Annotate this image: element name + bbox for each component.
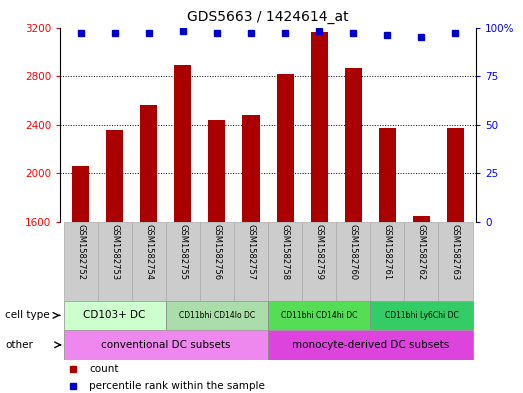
Text: GSM1582753: GSM1582753 <box>110 224 119 281</box>
Bar <box>166 222 200 301</box>
Bar <box>106 130 123 222</box>
Bar <box>200 222 234 301</box>
Bar <box>72 166 89 222</box>
Bar <box>174 65 191 222</box>
Text: CD103+ DC: CD103+ DC <box>84 310 146 320</box>
Text: GSM1582759: GSM1582759 <box>315 224 324 280</box>
Bar <box>447 129 464 222</box>
Text: conventional DC subsets: conventional DC subsets <box>101 340 231 350</box>
Text: CD11bhi CD14lo DC: CD11bhi CD14lo DC <box>179 311 255 320</box>
Bar <box>370 222 404 301</box>
Text: CD11bhi Ly6Chi DC: CD11bhi Ly6Chi DC <box>384 311 458 320</box>
Bar <box>268 222 302 301</box>
Bar <box>243 115 259 222</box>
Bar <box>208 120 225 222</box>
Text: monocyte-derived DC subsets: monocyte-derived DC subsets <box>292 340 449 350</box>
Text: GSM1582752: GSM1582752 <box>76 224 85 280</box>
Bar <box>302 222 336 301</box>
Title: GDS5663 / 1424614_at: GDS5663 / 1424614_at <box>187 10 349 24</box>
Bar <box>132 222 166 301</box>
Bar <box>370 301 472 330</box>
Text: GSM1582761: GSM1582761 <box>383 224 392 281</box>
Bar <box>268 330 472 360</box>
Bar <box>140 105 157 222</box>
Text: GSM1582754: GSM1582754 <box>144 224 153 280</box>
Text: GSM1582756: GSM1582756 <box>212 224 221 281</box>
Bar <box>166 301 268 330</box>
Bar <box>438 222 472 301</box>
Text: other: other <box>5 340 33 350</box>
Text: CD11bhi CD14hi DC: CD11bhi CD14hi DC <box>281 311 357 320</box>
Bar <box>98 222 132 301</box>
Bar <box>336 222 370 301</box>
Bar <box>64 301 166 330</box>
Bar <box>379 129 396 222</box>
Bar <box>311 32 328 222</box>
Text: GSM1582757: GSM1582757 <box>246 224 256 281</box>
Bar <box>64 330 268 360</box>
Bar <box>268 301 370 330</box>
Text: GSM1582758: GSM1582758 <box>280 224 290 281</box>
Bar <box>234 222 268 301</box>
Bar <box>404 222 438 301</box>
Bar <box>64 222 98 301</box>
Bar <box>413 216 430 222</box>
Bar <box>345 68 362 222</box>
Text: GSM1582760: GSM1582760 <box>349 224 358 281</box>
Text: GSM1582762: GSM1582762 <box>417 224 426 281</box>
Text: GSM1582755: GSM1582755 <box>178 224 187 280</box>
Text: percentile rank within the sample: percentile rank within the sample <box>89 381 265 391</box>
Text: GSM1582763: GSM1582763 <box>451 224 460 281</box>
Bar <box>277 74 293 222</box>
Text: count: count <box>89 364 119 374</box>
Text: cell type: cell type <box>5 310 50 320</box>
